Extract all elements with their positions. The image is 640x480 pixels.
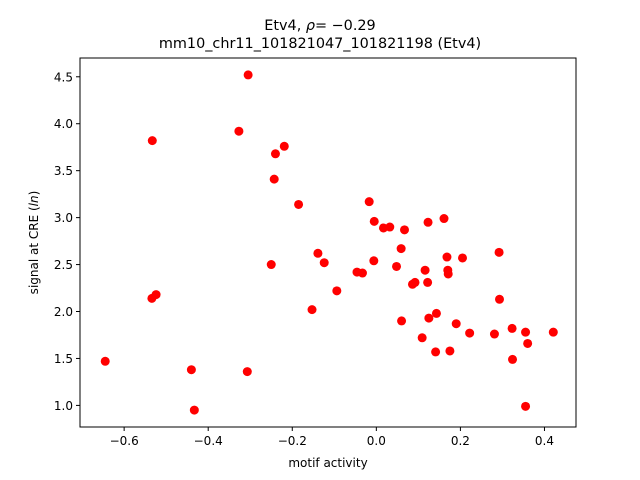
data-point xyxy=(332,286,342,296)
y-axis-label: signal at CRE (ln) xyxy=(27,191,41,295)
data-point xyxy=(494,247,504,257)
data-point xyxy=(385,222,395,232)
x-tick-label: 0.0 xyxy=(367,434,386,448)
data-point xyxy=(508,354,518,364)
data-point xyxy=(423,277,433,287)
data-point xyxy=(319,258,329,268)
chart-title-line1: Etv4, ρ= −0.29 xyxy=(264,18,375,34)
data-point xyxy=(397,316,407,326)
x-ticks: −0.6 −0.4 −0.2 0.0 0.2 0.4 xyxy=(110,427,554,448)
data-point xyxy=(294,199,304,209)
x-tick-label: −0.2 xyxy=(278,434,307,448)
data-point xyxy=(396,244,406,254)
y-tick-label: 4.0 xyxy=(54,117,73,131)
x-tick-label: −0.4 xyxy=(194,434,223,448)
data-point xyxy=(270,149,280,159)
data-point xyxy=(417,333,427,343)
data-point xyxy=(369,256,379,266)
data-point xyxy=(489,329,499,339)
data-point xyxy=(243,70,253,80)
data-point xyxy=(313,248,323,258)
y-tick-label: 2.0 xyxy=(54,305,73,319)
axes-frame xyxy=(79,57,577,428)
data-point xyxy=(151,290,161,300)
data-point xyxy=(100,356,110,366)
y-ticks: 1.0 1.5 2.0 2.5 3.0 3.5 4.0 4.5 xyxy=(54,70,80,413)
data-point xyxy=(423,217,433,227)
data-point xyxy=(147,136,157,146)
plot-area: −0.6 −0.4 −0.2 0.0 0.2 0.4 1.0 1.5 2.0 2.5 3.0 3.5… xyxy=(54,57,577,448)
y-tick-label: 4.5 xyxy=(54,70,73,84)
data-point xyxy=(189,405,199,415)
data-point xyxy=(495,294,504,304)
data-point xyxy=(357,268,367,278)
data-point xyxy=(392,261,402,271)
data-point xyxy=(507,323,517,333)
data-point xyxy=(458,253,468,263)
x-axis-label: motif activity xyxy=(288,456,367,470)
data-point xyxy=(443,269,453,279)
data-point xyxy=(431,308,441,318)
x-tick-label: 0.4 xyxy=(535,434,554,448)
data-point xyxy=(307,305,317,315)
y-tick-label: 3.5 xyxy=(54,164,73,178)
y-tick-label: 2.5 xyxy=(54,258,73,272)
data-point xyxy=(420,265,430,275)
data-point xyxy=(266,260,276,270)
data-point xyxy=(400,225,409,235)
y-tick-label: 1.0 xyxy=(54,399,73,413)
data-point xyxy=(442,252,452,262)
y-tick-label: 3.0 xyxy=(54,211,73,225)
x-tick-label: 0.2 xyxy=(451,434,470,448)
chart-title-line2: mm10_chr11_101821047_101821198 (Etv4) xyxy=(159,36,481,52)
data-point xyxy=(445,346,455,356)
data-point xyxy=(439,214,449,224)
data-point xyxy=(364,197,374,207)
data-point xyxy=(234,126,244,136)
data-point xyxy=(523,338,533,348)
data-point xyxy=(186,365,196,375)
data-point xyxy=(521,327,531,337)
x-tick-label: −0.6 xyxy=(110,434,139,448)
data-point xyxy=(242,367,252,377)
y-tick-label: 1.5 xyxy=(54,352,73,366)
data-point xyxy=(410,277,420,287)
data-point xyxy=(269,174,279,184)
data-point xyxy=(369,216,379,226)
data-point xyxy=(465,328,475,338)
data-point xyxy=(451,319,461,329)
data-point xyxy=(279,141,289,151)
data-point xyxy=(548,327,558,337)
data-point xyxy=(424,313,434,323)
data-point xyxy=(431,347,441,357)
points-layer xyxy=(100,70,558,415)
data-point xyxy=(521,401,531,411)
